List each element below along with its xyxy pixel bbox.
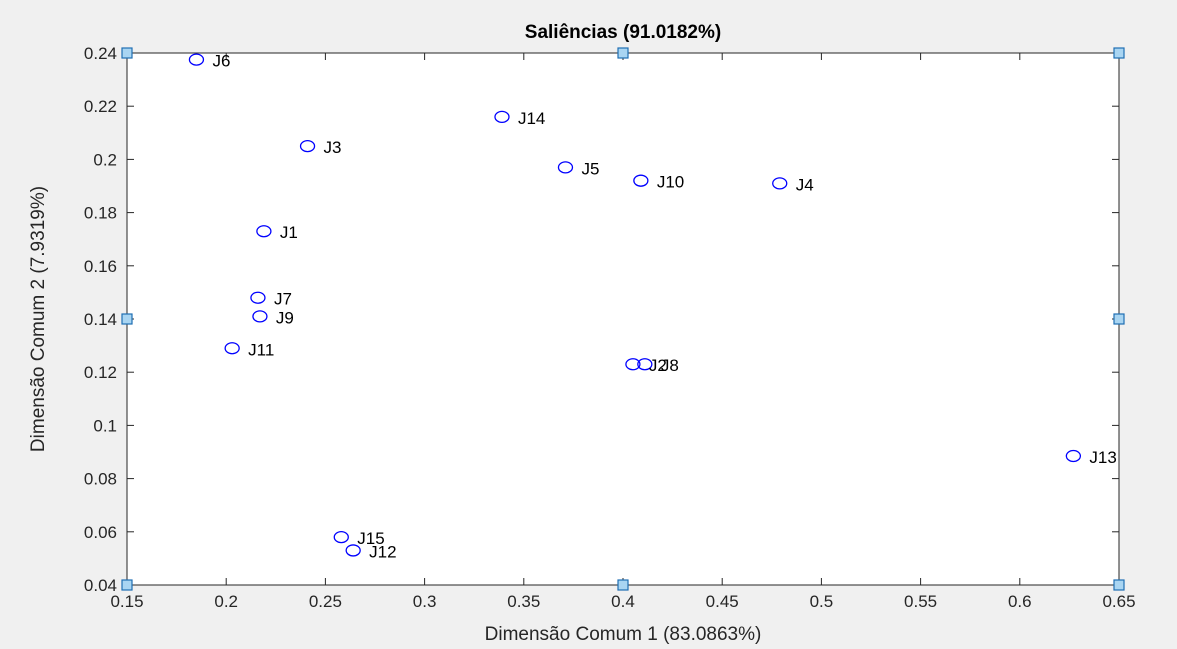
x-tick-label: 0.55 [904,592,937,611]
data-point-j12 [345,544,361,557]
y-tick-label: 0.14 [84,310,117,329]
data-point-j2 [625,358,641,371]
y-tick-label: 0.04 [84,576,117,595]
y-tick-label: 0.06 [84,523,117,542]
plot-area [126,52,1120,586]
point-label-j3: J3 [324,138,342,157]
point-label-j6: J6 [212,52,230,71]
point-label-j7: J7 [274,290,292,309]
selection-handles[interactable] [121,47,1125,591]
x-tick-label: 0.35 [507,592,540,611]
y-tick-label: 0.22 [84,97,117,116]
y-tick-label: 0.18 [84,204,117,223]
x-tick-label: 0.65 [1102,592,1135,611]
data-point-j7 [250,291,266,304]
data-point-j9 [252,310,268,323]
x-tick-label: 0.5 [810,592,834,611]
data-point-j14 [494,110,510,123]
point-label-j1: J1 [280,223,298,242]
point-label-j11: J11 [248,340,274,359]
x-axis-label: Dimensão Comum 1 (83.0863%) [485,624,762,645]
data-point-j3 [299,139,316,153]
point-label-j4: J4 [796,175,814,194]
data-point-j5 [557,161,574,174]
resize-handle[interactable] [617,47,629,59]
data-point-j10 [633,174,649,187]
data-point-j8 [637,358,653,371]
y-tick-label: 0.08 [84,470,117,489]
x-tick-label: 0.25 [309,592,342,611]
point-label-j12: J12 [369,542,396,561]
point-label-j15: J15 [357,529,384,548]
point-label-j13: J13 [1089,448,1116,467]
y-axis-label: Dimensão Comum 2 (7.9319%) [28,186,49,452]
x-tick-label: 0.3 [413,592,437,611]
resize-handle[interactable] [1113,579,1125,591]
point-label-j2: J2 [649,356,667,375]
y-tick-label: 0.12 [84,363,117,382]
point-label-j8: J8 [661,356,679,375]
x-tick-label: 0.4 [611,592,635,611]
data-point-j1 [256,225,272,238]
y-tick-label: 0.1 [93,416,117,435]
resize-handle[interactable] [121,579,133,591]
resize-handle[interactable] [121,47,133,59]
x-tick-label: 0.6 [1008,592,1032,611]
resize-handle[interactable] [1113,313,1125,325]
data-point-j13 [1065,449,1082,463]
x-tick-label: 0.15 [110,592,143,611]
resize-handle[interactable] [1113,47,1125,59]
resize-handle[interactable] [617,579,629,591]
y-tick-label: 0.16 [84,257,117,276]
point-label-j14: J14 [518,109,545,128]
data-point-j4 [772,177,788,190]
data-point-j6 [188,53,205,66]
point-label-j10: J10 [657,173,684,192]
point-label-j5: J5 [581,159,599,178]
data-point-j15 [333,530,349,544]
data-points [188,53,1082,557]
y-tick-label: 0.24 [84,44,117,63]
x-tick-label: 0.45 [706,592,739,611]
x-tick-label: 0.2 [214,592,238,611]
chart-title: Saliências (91.0182%) [525,22,721,43]
resize-handle[interactable] [121,313,133,325]
tick-labels: 0.15 0.2 0.25 0.3 0.35 0.4 0.45 0.5 0.55 0.6 0.65 0… [84,44,1136,611]
data-point-j11 [224,342,240,355]
point-label-j9: J9 [276,308,294,327]
y-tick-label: 0.2 [93,150,117,169]
